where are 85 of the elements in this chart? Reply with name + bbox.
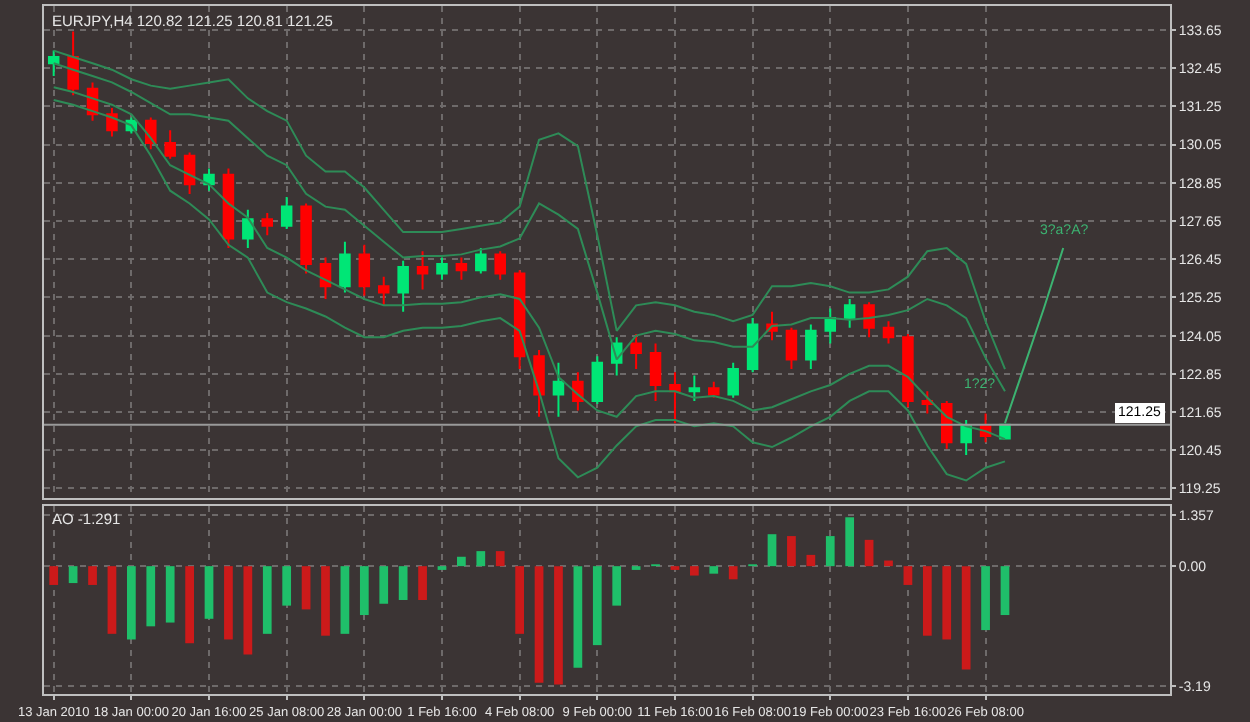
bar [185, 566, 194, 644]
bar [379, 566, 389, 604]
candlestick [669, 371, 681, 425]
bar [68, 566, 78, 584]
candlestick [280, 196, 293, 230]
bar [1000, 566, 1010, 616]
candlestick [882, 320, 895, 345]
bar [515, 566, 524, 634]
candlestick [203, 167, 215, 192]
bar [495, 551, 505, 567]
candlestick [552, 361, 565, 418]
candlestick [727, 361, 739, 399]
candlestick [708, 380, 720, 399]
bar [690, 566, 699, 576]
bar [165, 566, 175, 623]
bar [359, 566, 369, 616]
bar [301, 566, 311, 610]
candlestick [921, 390, 934, 415]
candlestick [649, 342, 662, 402]
bar [845, 517, 855, 567]
bar [457, 556, 466, 567]
candlestick [377, 275, 390, 307]
bar [127, 566, 136, 640]
bar [49, 566, 59, 585]
bar [767, 534, 777, 567]
bar [787, 536, 796, 567]
candlestick [902, 333, 914, 409]
candlestick [960, 418, 972, 456]
candlestick [688, 374, 701, 402]
candlestick [863, 301, 875, 339]
candlestick [746, 317, 759, 374]
bar [398, 566, 408, 600]
bar [107, 566, 117, 634]
candlestick [843, 297, 856, 329]
bar [262, 566, 272, 634]
candlestick [436, 256, 448, 281]
bar [806, 554, 816, 567]
bar [534, 566, 544, 683]
candlestick [222, 167, 235, 250]
candlestick [67, 30, 79, 97]
bar [864, 539, 874, 567]
bar [282, 566, 292, 606]
candlestick [397, 259, 409, 313]
bar [709, 566, 719, 574]
candlestick [242, 208, 254, 250]
bar [146, 566, 156, 627]
bar [88, 566, 97, 585]
candlestick [47, 49, 60, 78]
candlestick [785, 326, 798, 371]
candlestick [261, 212, 274, 237]
bar [476, 551, 486, 567]
bar [321, 566, 330, 636]
bar [340, 566, 350, 634]
candlestick [630, 333, 642, 371]
candlestick [358, 243, 371, 297]
bar [825, 536, 835, 567]
candlestick [455, 256, 468, 281]
bar [981, 566, 990, 631]
bar [204, 566, 214, 619]
bar [903, 566, 913, 585]
bar [884, 560, 893, 567]
line-series [1003, 247, 1065, 425]
bar [573, 566, 583, 668]
bar [418, 566, 427, 600]
candlestick [416, 250, 429, 291]
bar [922, 566, 932, 636]
candlestick [300, 202, 312, 275]
bar [592, 566, 602, 646]
candlestick [145, 116, 157, 151]
candlestick [824, 307, 837, 345]
bar [961, 566, 971, 670]
candlestick [475, 247, 487, 275]
candlestick [591, 355, 604, 406]
bar [942, 566, 952, 640]
bar [554, 566, 563, 685]
candlestick [164, 129, 176, 160]
bar [224, 566, 233, 640]
candlestick [319, 256, 332, 300]
candlestick [805, 323, 817, 371]
candlestick [339, 240, 351, 294]
candlestick [533, 348, 545, 418]
bar [728, 566, 738, 580]
bar [612, 566, 622, 606]
candlestick [494, 250, 506, 281]
bar [243, 566, 253, 655]
